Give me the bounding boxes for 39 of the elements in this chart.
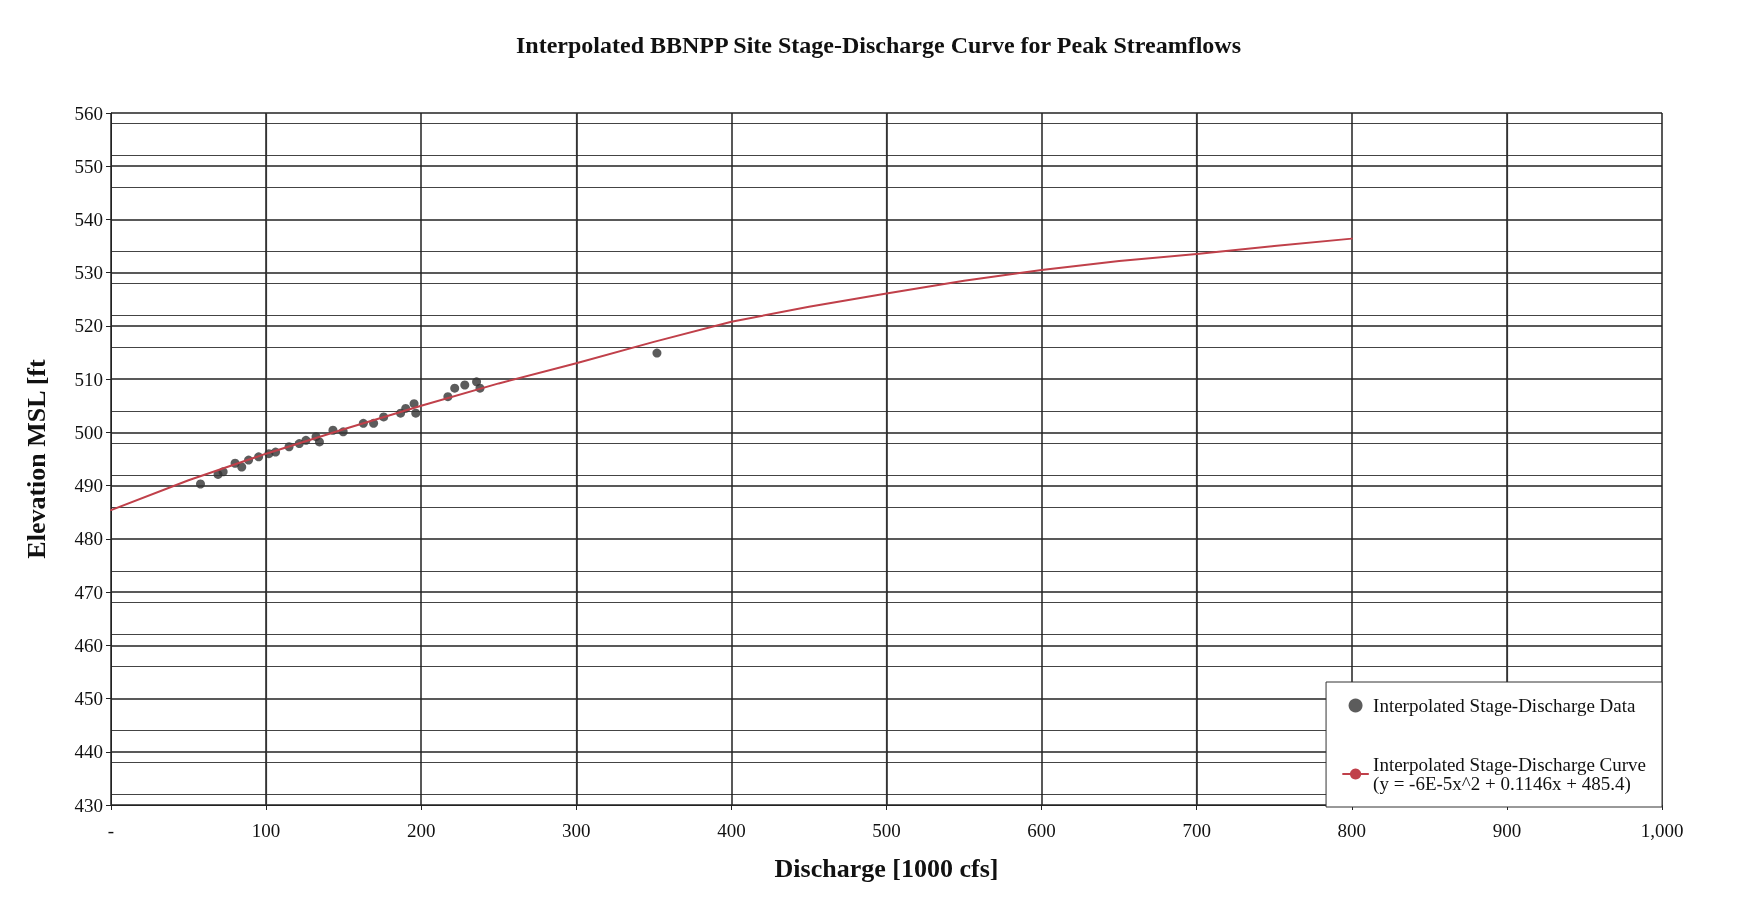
point	[196, 479, 205, 489]
x-tick-label: 1,000	[1640, 820, 1684, 841]
y-tick-label: 550	[74, 155, 103, 177]
y-tick-label: 430	[74, 794, 103, 816]
y-tick-label: 490	[74, 475, 103, 497]
y-tick-label: 500	[74, 421, 103, 443]
x-tick-label: 900	[1492, 820, 1522, 841]
x-tick-label: 800	[1337, 820, 1367, 841]
x-tick-label: 700	[1182, 820, 1211, 841]
y-tick-label: 560	[74, 102, 103, 124]
x-tick-label: 400	[717, 820, 746, 841]
point	[460, 380, 470, 390]
y-tick-label: 520	[74, 315, 103, 337]
legend-label: Interpolated Stage-Discharge Curve (y = -6E-5x^2 + 0.1146x + 485.4)	[1373, 754, 1647, 795]
x-axis-title: Discharge [1000 cfs]	[774, 853, 999, 883]
y-tick-label: 460	[74, 634, 103, 656]
x-tick-label: 600	[1027, 820, 1056, 841]
point	[472, 377, 482, 387]
y-tick-label: 480	[74, 528, 103, 550]
y-axis-title: Elevation MSL [ft	[21, 359, 51, 559]
y-tick-label: 450	[74, 688, 103, 710]
y-tick-label: 510	[74, 368, 103, 390]
y-tick-label: 530	[74, 262, 103, 284]
chart-title: Interpolated BBNPP Site Stage-Discharge Curve for Peak Streamflows	[515, 32, 1242, 58]
y-tick-label: 470	[74, 581, 103, 603]
x-tick-label: 200	[406, 820, 436, 841]
point	[450, 383, 460, 393]
y-tick-label: 540	[74, 208, 103, 230]
x-tick-label: 100	[251, 820, 281, 841]
point	[652, 348, 662, 358]
y-tick-label: 440	[74, 741, 103, 763]
line-series	[110, 237, 1353, 512]
point	[237, 462, 247, 472]
point	[411, 408, 421, 418]
point	[314, 437, 324, 447]
legend-label: Interpolated Stage-Discharge Data	[1373, 695, 1636, 716]
x-tick-label: 300	[562, 820, 591, 841]
x-tick-label: 500	[872, 820, 901, 841]
x-tick-label: -	[107, 820, 115, 841]
